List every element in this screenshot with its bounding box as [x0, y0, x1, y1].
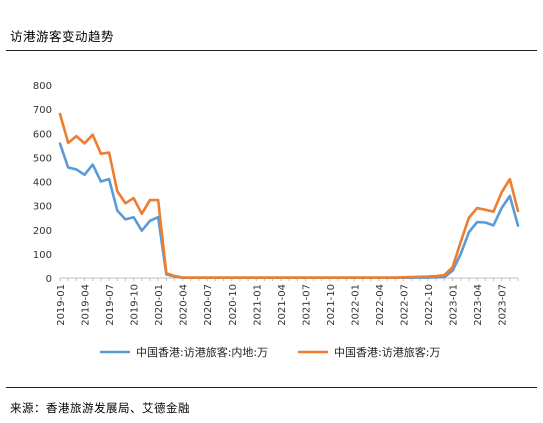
x-tick-label: 2020-10 [228, 284, 239, 326]
x-tick-label: 2022-07 [400, 284, 411, 326]
y-tick-label: 400 [33, 178, 52, 189]
bottom-divider [6, 387, 537, 388]
x-tick-label: 2022-10 [424, 284, 435, 326]
y-tick-label: 300 [33, 202, 52, 213]
top-divider [6, 50, 537, 51]
series-lines [58, 112, 520, 280]
x-tick-label: 2023-07 [498, 284, 509, 326]
figure-title: 访港游客变动趋势 [10, 29, 115, 44]
x-tick-label: 2019-04 [81, 284, 92, 326]
series-line-1 [58, 142, 520, 280]
y-tick-label: 800 [33, 81, 52, 92]
y-tick-label: 200 [33, 226, 52, 237]
x-tick-label: 2023-01 [449, 284, 460, 326]
x-tick-label: 2021-01 [252, 284, 263, 326]
y-tick-label: 600 [33, 129, 52, 140]
legend-label-2: 中国香港:访港旅客:万 [334, 345, 440, 359]
x-tick-label: 2020-04 [179, 284, 190, 326]
x-tick-label: 2021-04 [277, 284, 288, 326]
x-tick-label: 2021-10 [326, 284, 337, 326]
legend: 中国香港:访港旅客:内地:万 中国香港:访港旅客:万 [100, 345, 440, 359]
x-tick-label: 2020-01 [154, 284, 165, 326]
x-tick-label: 2023-04 [473, 284, 484, 326]
x-axis-ticks: 2019-01 2019-04 2019-07 2019-10 2020-01 2020-… [56, 284, 509, 326]
x-tick-label: 2019-10 [130, 284, 141, 326]
x-tick-label: 2020-07 [203, 284, 214, 326]
y-tick-label: 700 [33, 105, 52, 116]
y-tick-label: 100 [33, 250, 52, 261]
legend-label-1: 中国香港:访港旅客:内地:万 [136, 345, 268, 359]
x-tick-label: 2022-04 [375, 284, 386, 326]
y-tick-label: 500 [33, 153, 52, 164]
y-tick-label: 0 [46, 274, 52, 285]
x-tick-label: 2021-07 [301, 284, 312, 326]
y-axis-ticks: 0 100 200 300 400 500 600 700 800 [33, 81, 52, 285]
source-note: 来源：香港旅游发展局、艾德金融 [10, 401, 190, 415]
x-tick-label: 2019-01 [56, 284, 67, 326]
x-tick-label: 2019-07 [105, 284, 116, 326]
series-line-2 [58, 112, 520, 279]
x-tick-label: 2022-01 [350, 284, 361, 326]
